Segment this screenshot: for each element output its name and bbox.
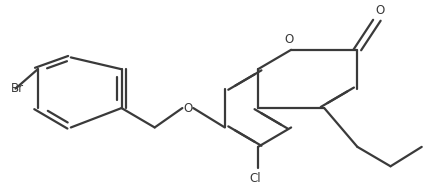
- Text: O: O: [285, 33, 294, 46]
- Text: O: O: [375, 4, 385, 17]
- Text: Cl: Cl: [249, 172, 261, 185]
- Text: O: O: [183, 101, 192, 115]
- Text: Br: Br: [11, 82, 24, 95]
